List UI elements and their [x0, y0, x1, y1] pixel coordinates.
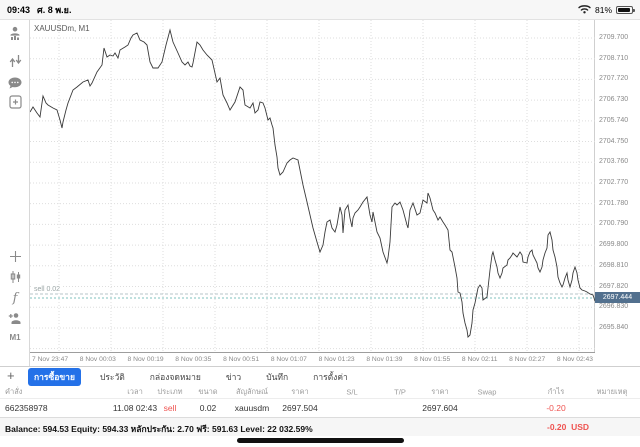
new-order-plus-button[interactable]: + [7, 368, 15, 383]
price-axis: 2709.700 2708.710 2707.720 2706.730 2705.740… [596, 20, 640, 352]
column-header: ราคา [291, 387, 309, 396]
time-tick: 8 Nov 02:43 [556, 356, 593, 363]
time-tick: 8 Nov 02:11 [461, 356, 498, 363]
status-date: ศ. 8 พ.ย. [37, 4, 72, 15]
battery-icon [616, 5, 635, 14]
trade-arrows-icon[interactable] [0, 53, 30, 69]
time-tick: 8 Nov 01:07 [270, 356, 307, 363]
chat-icon[interactable] [0, 75, 30, 91]
price-tick: 2695.840 [599, 323, 629, 331]
column-header: T/P [394, 387, 406, 397]
crosshair-icon[interactable] [0, 248, 30, 264]
chart-pane: XAUUSDm, M1 sell 0.02 2709.700 2708.710 27… [29, 20, 640, 366]
open-position-label: sell 0.02 [32, 286, 63, 293]
chart-type-icon[interactable] [0, 269, 30, 285]
status-bar: 09:43 ศ. 8 พ.ย. 81% [0, 0, 640, 20]
time-tick: 8 Nov 00:51 [223, 356, 260, 363]
battery-percent: 81% [594, 4, 612, 15]
chart-symbol-label: XAUUSDm, M1 [34, 24, 90, 33]
account-summary-bar: Balance: 594.53 Equity: 594.33 หลักประกั… [0, 417, 640, 436]
cell: xauusdm [234, 403, 270, 413]
positions-table-header: คำสั่ง เวลา ประเภท ขนาด สัญลักษณ์ ราคา S/L T/P ร… [0, 386, 640, 399]
price-tick: 2698.810 [599, 261, 629, 269]
column-header: กำไร [547, 387, 565, 396]
time-tick: 8 Nov 01:23 [318, 356, 355, 363]
price-tick: 2708.710 [599, 54, 629, 62]
cell: sell [163, 403, 177, 413]
panel-tab-0[interactable]: การซื้อขาย [28, 367, 81, 386]
time-tick: 8 Nov 00:35 [175, 356, 212, 363]
price-tick: 2703.760 [599, 158, 629, 166]
new-order-icon[interactable] [0, 94, 30, 110]
column-header: เวลา [127, 387, 143, 396]
price-tick: 2709.700 [599, 34, 629, 41]
time-tick: 8 Nov 00:03 [79, 356, 116, 363]
column-header: ขนาด [198, 387, 218, 396]
position-row[interactable]: 662358978 11.08 02:43 sell 0.02 xauusdm 2697.… [0, 399, 640, 418]
time-tick: 8 Nov 00:19 [127, 356, 164, 363]
column-header: Swap [477, 387, 497, 397]
panel-tab-2[interactable]: กล่องจดหมาย [149, 371, 201, 382]
cell: 2697.504 [282, 403, 318, 413]
trade-panel: + การซื้อขาย ประวัติ กล่องจดหมาย ข่าว บันทึก… [0, 366, 640, 418]
price-tick: 2704.750 [599, 137, 629, 145]
price-tick: 2697.820 [599, 282, 629, 290]
column-header: สัญลักษณ์ [235, 387, 269, 396]
price-tick: 2701.780 [599, 199, 629, 207]
column-header: คำสั่ง [5, 387, 23, 396]
account-icon[interactable] [0, 25, 30, 41]
column-header: หมายเหตุ [596, 387, 628, 396]
panel-tab-4[interactable]: บันทึก [266, 371, 289, 382]
cell: 11.08 02:43 [112, 403, 158, 413]
price-tick: 2699.800 [599, 241, 629, 249]
price-tick: 2700.790 [599, 220, 629, 228]
time-tick: 7 Nov 23:47 [32, 356, 69, 363]
account-summary-text: Balance: 594.53 Equity: 594.33 หลักประกั… [5, 424, 313, 434]
time-tick: 8 Nov 01:55 [414, 356, 451, 363]
panel-tab-5[interactable]: การตั้งค่า [313, 371, 348, 382]
panel-tab-1[interactable]: ประวัติ [99, 371, 125, 382]
column-header: ประเภท [157, 387, 183, 396]
price-tick: 2696.830 [599, 303, 629, 311]
sidebar: f M1 [0, 20, 30, 366]
cell: 662358978 [5, 403, 48, 413]
time-tick: 8 Nov 01:39 [366, 356, 403, 363]
wifi-icon [578, 4, 591, 16]
indicators-icon[interactable]: f [12, 290, 18, 306]
price-tick: 2705.740 [599, 116, 629, 124]
price-tick: 2707.720 [599, 75, 629, 83]
chart-canvas[interactable] [29, 20, 596, 352]
price-tick: 2706.730 [599, 96, 629, 104]
objects-icon[interactable] [0, 310, 30, 326]
time-tick: 8 Nov 02:27 [509, 356, 546, 363]
time-axis: 7 Nov 23:47 8 Nov 00:03 8 Nov 00:19 8 Nov 0… [30, 352, 595, 366]
cell: -0.20 [546, 403, 566, 413]
timeframe-button[interactable]: M1 [9, 332, 21, 342]
current-price-tag: 2697.444 [595, 292, 640, 303]
price-tick: 2702.770 [599, 178, 629, 186]
column-header: S/L [346, 387, 358, 397]
panel-tab-bar: + การซื้อขาย ประวัติ กล่องจดหมาย ข่าว บันทึก… [0, 367, 640, 386]
cell: 2697.604 [422, 403, 458, 413]
price-line [29, 28, 596, 338]
clock: 09:43 [7, 4, 31, 15]
home-indicator[interactable] [237, 438, 404, 443]
panel-tab-3[interactable]: ข่าว [225, 371, 242, 382]
floating-profit: -0.20 USD [547, 422, 590, 432]
home-indicator-area [0, 436, 640, 447]
price-chart[interactable]: sell 0.02 [29, 20, 596, 352]
column-header: ราคา [431, 387, 449, 396]
cell: 0.02 [199, 403, 217, 413]
